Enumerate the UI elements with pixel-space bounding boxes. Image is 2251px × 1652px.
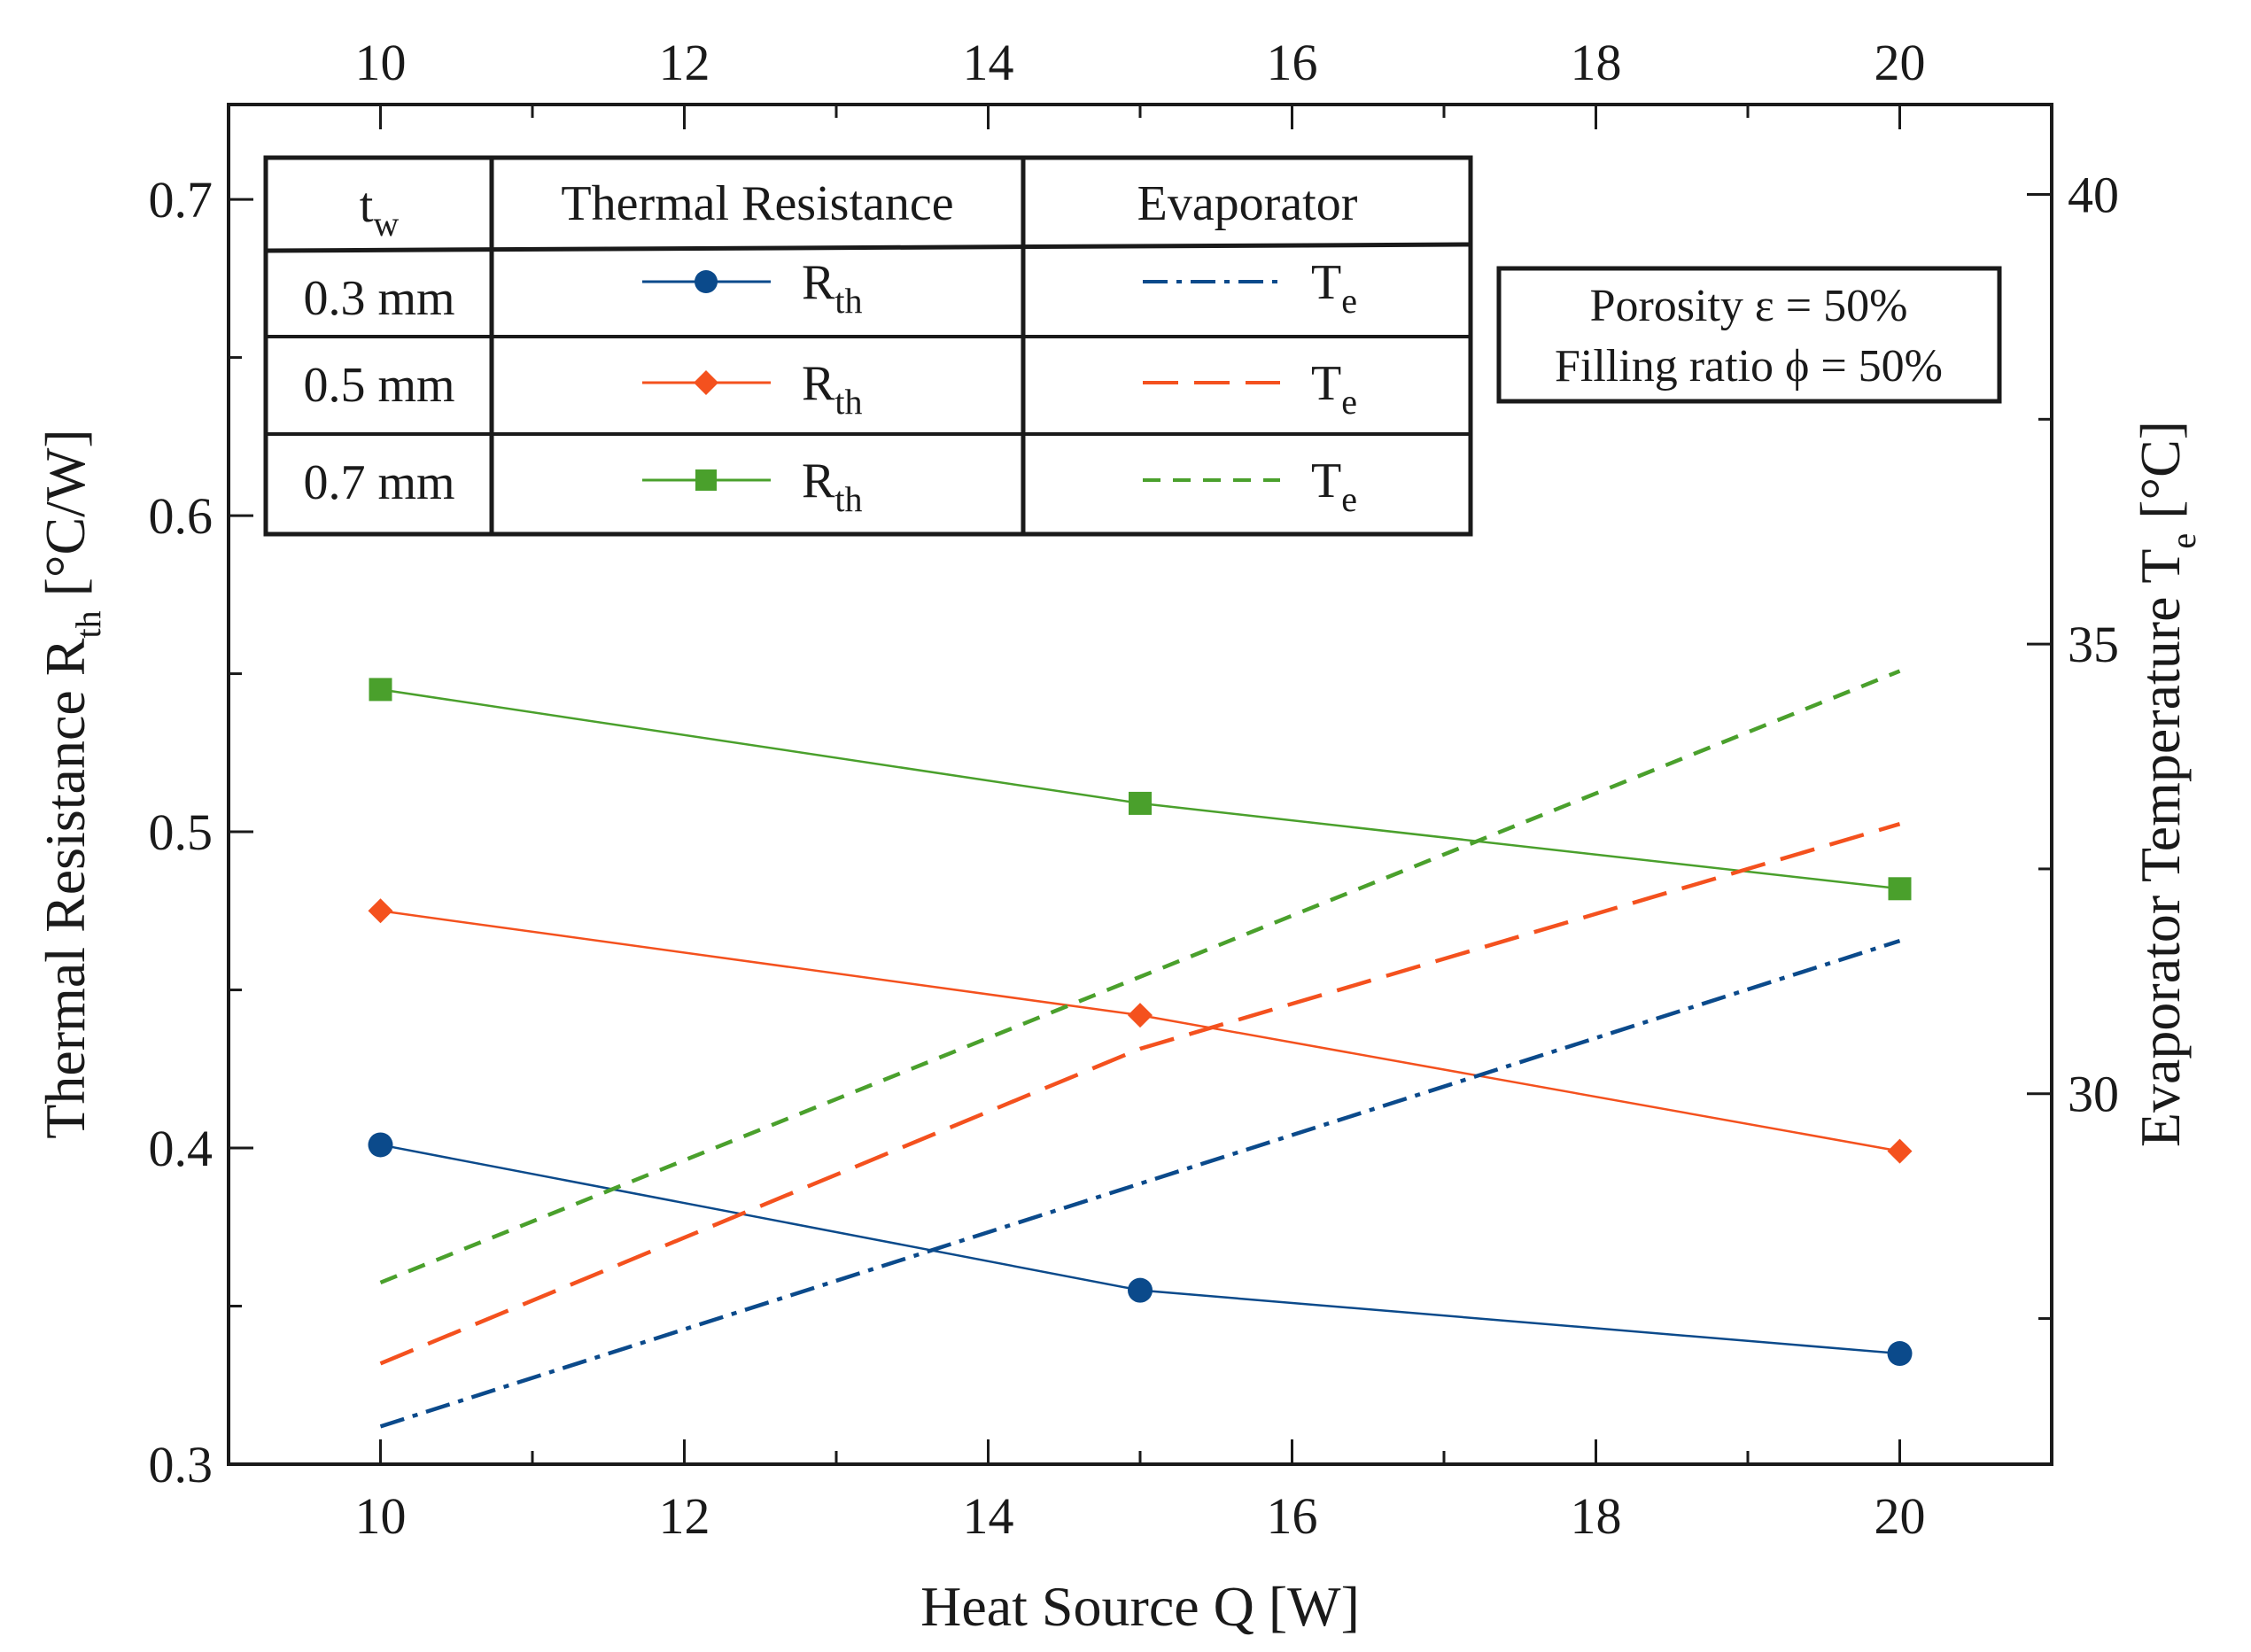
x-tick-label-bottom: 16 [1267,1487,1318,1545]
series-line-rth-0-3-mm [380,1144,1900,1355]
svg-text:Thermal Resistance Rth [°C/W]: Thermal Resistance Rth [°C/W] [34,429,108,1138]
y-left-tick-label: 0.4 [149,1120,213,1177]
series-layer [368,669,1913,1429]
series-line-te-0-7-mm [379,669,1901,1285]
y-left-title-sub: th [68,610,108,638]
legend-tw-0-3: 0.3 mm [303,271,454,326]
data-point-rth-0-5-mm [368,898,393,924]
y-right-title-main: Evaporator Temperature T [2129,549,2192,1148]
x-tick-label-bottom: 20 [1875,1487,1926,1545]
legend-tw-0-5: 0.5 mm [303,358,454,413]
legend-te-label-0-3: Te [1311,255,1357,321]
legend-header-thermal-resistance: Thermal Resistance [561,176,953,231]
x-tick-label-bottom: 12 [659,1487,710,1545]
series-line-te-0-3-mm [379,939,1901,1429]
data-point-rth-0-5-mm [1887,1138,1913,1164]
y-right-title-sub: e [2163,533,2203,549]
x-tick-label-top: 20 [1875,34,1926,91]
legend-box [263,155,1473,537]
svg-text:Evaporator Temperature Te [°C]: Evaporator Temperature Te [°C] [2129,421,2203,1147]
legend-te-label-0-7: Te [1311,454,1357,519]
legend-header-evaporator: Evaporator [1137,176,1358,231]
x-tick-label-top: 14 [963,34,1014,91]
y-left-tick-label: 0.6 [149,487,213,545]
legend-rth-marker-diamond [694,370,718,395]
y-left-title-unit: [°C/W] [34,429,97,610]
y-right-tick-label: 35 [2068,616,2119,673]
x-axis-title: Heat Source Q [W] [920,1575,1360,1638]
x-tick-label-bottom: 14 [963,1487,1014,1545]
data-point-rth-0-5-mm [1128,1003,1153,1028]
annotation-box [1496,266,2002,404]
y-left-tick-label: 0.3 [149,1436,213,1493]
parameter-annotation: Porosity ε = 50% Filling ratio ϕ = 50% [1496,266,2002,404]
x-tick-label-top: 16 [1267,34,1318,91]
y-right-axis-title: Evaporator Temperature Te [°C] [2129,421,2203,1147]
annotation-porosity: Porosity ε = 50% [1590,281,1908,331]
x-tick-label-top: 12 [659,34,710,91]
data-point-rth-0-3-mm [368,1132,393,1158]
legend-header-divider [265,242,1471,253]
y-right-tick-label: 40 [2068,167,2119,224]
axis-ticks [227,105,2053,1466]
x-tick-label-bottom: 10 [355,1487,407,1545]
y-right-tick-label: 30 [2068,1066,2119,1123]
legend-rth-marker-square [695,469,717,491]
x-tick-label-bottom: 18 [1571,1487,1622,1545]
legend-rth-label-0-5: Rth [802,356,862,422]
data-point-rth-0-7-mm [1888,877,1912,901]
y-left-axis-title: Thermal Resistance Rth [°C/W] [34,429,108,1138]
data-point-rth-0-3-mm [1887,1341,1913,1367]
y-left-title-main: Thermal Resistance R [34,638,97,1138]
legend-header-tw: tw [360,178,400,244]
axis-tick-labels: 10 10 12 12 14 14 16 16 18 18 20 20 0.3 0.4 0.5 0.6 0.7 3… [149,34,2120,1545]
x-tick-label-top: 10 [355,34,407,91]
y-right-title-unit: [°C] [2129,421,2192,533]
legend-te-label-0-5: Te [1311,356,1357,422]
series-line-rth-0-5-mm [380,910,1900,1152]
legend-rth-label-0-3: Rth [802,255,862,321]
data-point-rth-0-7-mm [369,678,392,702]
y-left-tick-label: 0.5 [149,803,213,861]
series-line-te-0-5-mm [379,822,1901,1366]
data-point-rth-0-7-mm [1129,791,1152,815]
data-point-rth-0-3-mm [1128,1277,1153,1303]
legend-rth-label-0-7: Rth [802,454,862,519]
legend-tw-0-7: 0.7 mm [303,455,454,510]
y-left-tick-label: 0.7 [149,171,213,229]
legend-table: tw Thermal Resistance Evaporator 0.3 mm … [263,155,1473,537]
series-line-rth-0-7-mm [380,688,1900,890]
legend-rth-marker-circle [695,270,718,293]
annotation-filling-ratio: Filling ratio ϕ = 50% [1555,341,1943,392]
x-tick-label-top: 18 [1571,34,1622,91]
